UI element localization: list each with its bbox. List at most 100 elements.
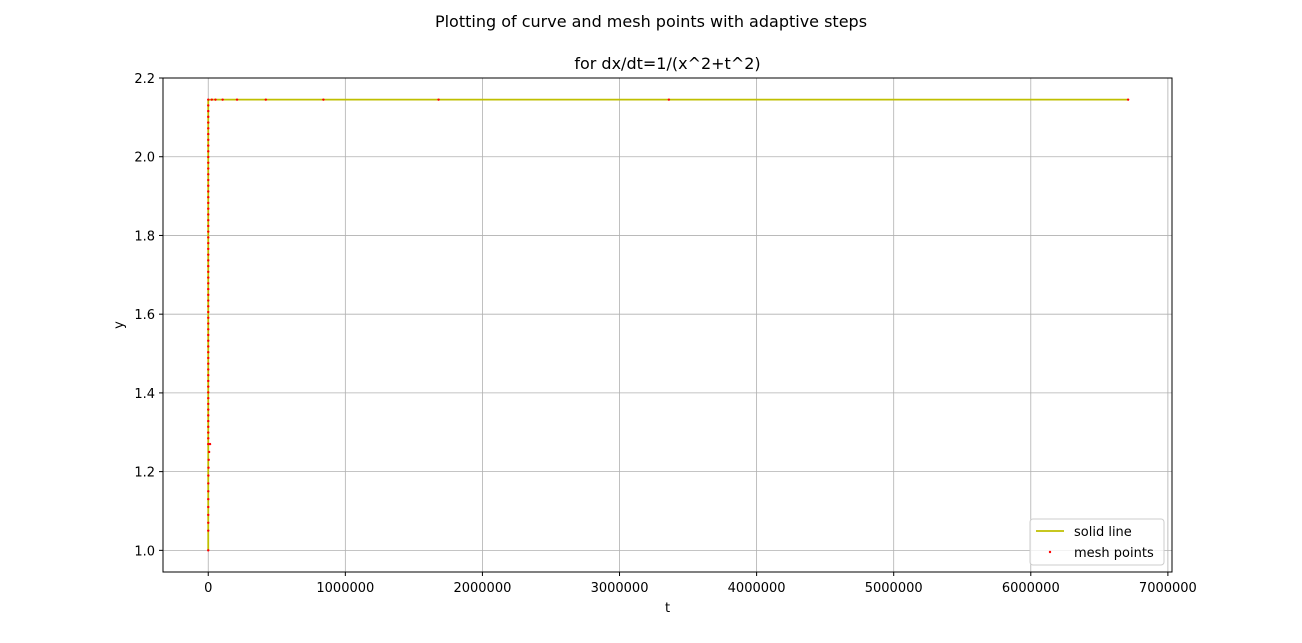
mesh-point: [207, 241, 210, 245]
mesh-point: [221, 98, 224, 101]
mesh-point: [207, 224, 210, 228]
mesh-point: [207, 414, 210, 417]
mesh-point: [207, 505, 210, 509]
mesh-point: [207, 437, 210, 440]
mesh-point: [207, 450, 211, 454]
y-tick-label: 2.2: [134, 72, 155, 87]
mesh-point: [207, 497, 210, 501]
mesh-point: [322, 98, 325, 101]
mesh-point: [207, 474, 210, 477]
chart-title: for dx/dt=1/(x^2+t^2): [574, 54, 760, 73]
figure-suptitle: Plotting of curve and mesh points with a…: [435, 12, 867, 31]
mesh-point: [207, 482, 210, 485]
x-axis-label: t: [665, 601, 670, 616]
y-axis-label: y: [112, 321, 127, 329]
mesh-point: [207, 247, 210, 251]
mesh-point: [207, 316, 210, 319]
mesh-point: [207, 207, 210, 210]
mesh-point: [214, 98, 217, 101]
mesh-point: [207, 322, 210, 325]
legend-label-mesh-points: mesh points: [1074, 546, 1154, 561]
y-tick-label: 2.0: [134, 151, 155, 166]
mesh-point: [207, 490, 210, 493]
plot-area: [207, 98, 1130, 552]
x-tick-label: 3000000: [591, 581, 649, 596]
y-axis-ticks: 1.0 1.2 1.4 1.6 1.8 2.0 2.2: [134, 72, 163, 559]
mesh-point: [207, 230, 210, 233]
mesh-point: [207, 259, 210, 262]
mesh-point: [207, 419, 210, 423]
mesh-point: [207, 396, 210, 400]
mesh-point: [207, 513, 210, 517]
mesh-point: [207, 385, 210, 388]
mesh-point: [207, 333, 210, 337]
x-tick-label: 0: [204, 581, 212, 596]
mesh-point: [207, 115, 210, 119]
mesh-point: [207, 466, 210, 469]
mesh-point: [207, 310, 210, 314]
x-axis-ticks: 0 1000000 2000000 3000000 4000000 5000000 6000…: [204, 572, 1197, 596]
y-tick-label: 1.0: [134, 544, 155, 559]
mesh-point: [207, 161, 210, 164]
legend: solid line mesh points: [1029, 518, 1165, 566]
mesh-point: [207, 132, 210, 136]
mesh-point: [207, 109, 210, 113]
mesh-point: [207, 549, 210, 552]
mesh-point: [207, 98, 210, 101]
mesh-point: [1126, 98, 1130, 101]
mesh-point: [207, 339, 210, 342]
mesh-point: [207, 431, 210, 434]
x-tick-label: 7000000: [1139, 581, 1197, 596]
mesh-point: [207, 264, 210, 268]
x-tick-label: 1000000: [316, 581, 374, 596]
mesh-point: [208, 442, 212, 446]
mesh-point: [207, 305, 210, 308]
mesh-point: [207, 391, 210, 394]
mesh-point: [207, 351, 210, 354]
mesh-point: [207, 104, 210, 107]
mesh-point: [207, 144, 210, 147]
x-tick-label: 2000000: [453, 581, 511, 596]
mesh-point: [437, 98, 440, 101]
x-tick-label: 5000000: [865, 581, 923, 596]
mesh-point: [207, 201, 210, 205]
mesh-point: [207, 218, 210, 222]
x-tick-label: 6000000: [1002, 581, 1060, 596]
mesh-point: [207, 121, 210, 124]
mesh-point: [207, 253, 210, 256]
mesh-point: [207, 373, 210, 377]
mesh-point: [207, 402, 210, 406]
mesh-point: [207, 173, 210, 176]
mesh-point: [207, 362, 210, 365]
mesh-point: [207, 356, 210, 360]
mesh-point: [207, 368, 210, 371]
mesh-point: [235, 98, 239, 101]
y-tick-label: 1.6: [134, 308, 155, 323]
series-solid-line: [207, 98, 1129, 551]
mesh-point: [207, 408, 210, 411]
mesh-point: [207, 293, 210, 297]
mesh-point: [207, 155, 210, 159]
mesh-point: [207, 458, 210, 462]
mesh-point: [207, 184, 210, 187]
mesh-point: [207, 276, 210, 279]
mesh-point: [207, 521, 210, 524]
mesh-point: [210, 98, 214, 101]
mesh-point: [207, 282, 210, 285]
mesh-point: [207, 529, 210, 532]
mesh-point: [667, 98, 671, 101]
mesh-point: [207, 345, 210, 348]
mesh-point: [207, 328, 210, 331]
mesh-point: [207, 167, 210, 170]
mesh-point: [207, 287, 210, 291]
legend-marker-swatch: [1048, 550, 1052, 554]
mesh-point: [207, 150, 210, 153]
axes-frame: [162, 77, 1173, 573]
mesh-point: [207, 213, 210, 216]
mesh-point: [207, 425, 210, 429]
mesh-point: [207, 127, 210, 130]
grid-lines: [163, 77, 1172, 572]
x-tick-label: 4000000: [728, 581, 786, 596]
mesh-point: [264, 98, 268, 101]
